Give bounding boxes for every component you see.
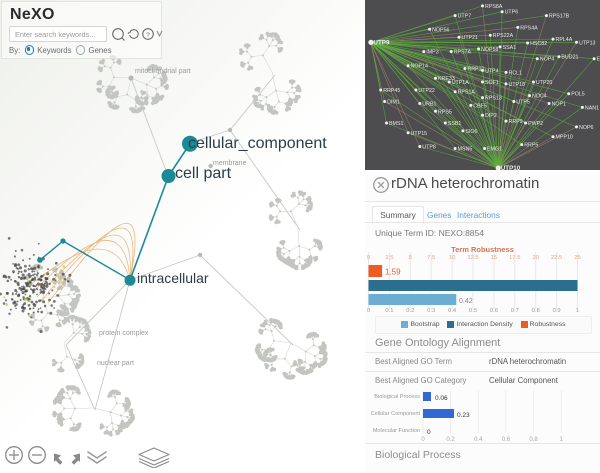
svg-text:0.4: 0.4: [448, 308, 457, 314]
svg-text:0.9: 0.9: [553, 308, 561, 314]
svg-text:17.5: 17.5: [509, 255, 520, 261]
svg-text:RRP45: RRP45: [383, 88, 400, 94]
svg-text:PWP2: PWP2: [528, 121, 543, 127]
svg-text:20: 20: [532, 255, 538, 261]
svg-text:0.7: 0.7: [511, 308, 519, 314]
svg-text:NOP4: NOP4: [540, 57, 554, 63]
svg-text:UTP7: UTP7: [458, 14, 472, 20]
svg-text:0.42: 0.42: [459, 298, 473, 305]
svg-text:0: 0: [367, 308, 370, 314]
svg-text:DIM1: DIM1: [387, 100, 400, 106]
svg-text:NAN1: NAN1: [585, 105, 599, 111]
svg-text:SOF1: SOF1: [485, 80, 499, 86]
svg-text:Biological Process: Biological Process: [374, 394, 420, 400]
svg-text:RCL1: RCL1: [509, 70, 523, 76]
svg-text:25: 25: [574, 255, 580, 261]
svg-text:RPS7A: RPS7A: [454, 50, 472, 56]
svg-text:0.8: 0.8: [532, 308, 540, 314]
svg-text:0.3: 0.3: [427, 308, 435, 314]
svg-text:5: 5: [409, 255, 412, 261]
svg-text:0.06: 0.06: [435, 395, 448, 402]
svg-text:RPS13: RPS13: [485, 96, 502, 102]
svg-text:UTP9: UTP9: [373, 39, 390, 46]
svg-text:DIP2: DIP2: [485, 113, 497, 119]
svg-text:0: 0: [427, 429, 431, 436]
svg-text:0.23: 0.23: [457, 412, 470, 419]
svg-text:UTP10: UTP10: [501, 165, 521, 170]
svg-text:NOP58: NOP58: [481, 47, 498, 53]
svg-text:SSA1: SSA1: [503, 45, 517, 51]
svg-text:NOP6: NOP6: [579, 125, 593, 131]
svg-text:RPS4A: RPS4A: [520, 25, 538, 31]
svg-text:IMP3: IMP3: [426, 50, 438, 56]
svg-text:NOP56: NOP56: [432, 27, 449, 33]
svg-text:CBF5: CBF5: [473, 103, 487, 109]
svg-text:UTP18: UTP18: [509, 82, 526, 88]
svg-text:UTP15: UTP15: [411, 131, 428, 137]
svg-text:1: 1: [576, 308, 579, 314]
svg-text:UTP22: UTP22: [418, 88, 435, 94]
svg-text:SIO6: SIO6: [465, 129, 477, 135]
svg-text:NOP14: NOP14: [411, 64, 428, 70]
svg-text:UTP20: UTP20: [536, 80, 553, 86]
svg-text:RRP5: RRP5: [524, 143, 538, 149]
svg-text:RRP9: RRP9: [509, 119, 523, 125]
svg-text:UTP4: UTP4: [485, 68, 499, 74]
svg-text:?: ?: [146, 32, 150, 39]
svg-text:UTP5: UTP5: [516, 100, 530, 106]
svg-text:RPS17B: RPS17B: [549, 14, 570, 20]
svg-text:Molecular Function: Molecular Function: [373, 428, 420, 434]
svg-text:URB1: URB1: [422, 102, 436, 108]
svg-text:HSC82: HSC82: [530, 41, 547, 47]
svg-text:UTP6: UTP6: [505, 10, 519, 16]
svg-text:NOC4: NOC4: [532, 94, 547, 100]
svg-text:0.6: 0.6: [490, 308, 498, 314]
svg-text:EMG1: EMG1: [487, 147, 502, 153]
svg-text:22.5: 22.5: [551, 255, 562, 261]
svg-text:RPS5: RPS5: [438, 109, 452, 115]
svg-text:7.5: 7.5: [427, 255, 435, 261]
svg-text:UTP1A: UTP1A: [452, 80, 470, 86]
svg-text:0.1: 0.1: [385, 308, 393, 314]
svg-text:RPS22A: RPS22A: [493, 33, 514, 39]
svg-text:UTP21: UTP21: [462, 35, 479, 41]
svg-text:RPS1A: RPS1A: [458, 90, 476, 96]
svg-text:1.59: 1.59: [385, 268, 401, 277]
svg-text:2.5: 2.5: [385, 255, 393, 261]
svg-text:BUD21: BUD21: [561, 55, 578, 61]
svg-text:RPS8A: RPS8A: [485, 4, 503, 10]
svg-text:BMS1: BMS1: [389, 121, 403, 127]
svg-text:MSN5: MSN5: [458, 147, 473, 153]
svg-text:10: 10: [449, 255, 455, 261]
svg-text:UTP13: UTP13: [579, 40, 596, 46]
svg-text:0.5: 0.5: [469, 308, 477, 314]
svg-text:12.5: 12.5: [467, 255, 478, 261]
svg-text:POL5: POL5: [571, 92, 585, 98]
svg-text:UTP8: UTP8: [422, 145, 436, 151]
svg-text:0.2: 0.2: [406, 308, 414, 314]
svg-text:MPP10: MPP10: [556, 135, 573, 141]
svg-text:Cellular Component: Cellular Component: [371, 411, 421, 417]
svg-text:RRP12: RRP12: [467, 67, 484, 73]
svg-text:15: 15: [491, 255, 497, 261]
svg-text:ENP1: ENP1: [597, 57, 600, 63]
svg-text:0: 0: [367, 255, 370, 261]
svg-text:SSB1: SSB1: [448, 121, 462, 127]
svg-text:RPL4A: RPL4A: [556, 37, 573, 43]
svg-text:NOP1: NOP1: [552, 102, 566, 108]
